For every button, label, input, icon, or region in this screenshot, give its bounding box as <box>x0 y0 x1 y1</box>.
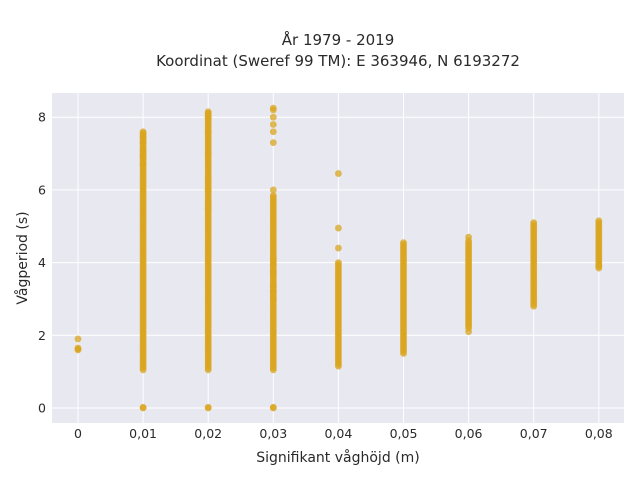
data-point <box>139 139 147 147</box>
y-tick-label: 2 <box>38 328 46 343</box>
data-point <box>204 201 212 208</box>
data-point <box>139 161 147 168</box>
chart-title-line2: Koordinat (Sweref 99 TM): E 363946, N 61… <box>156 52 520 70</box>
data-point <box>139 403 147 411</box>
data-point <box>595 217 603 225</box>
data-point <box>204 110 212 117</box>
data-point <box>204 403 212 411</box>
data-point <box>400 239 407 247</box>
x-tick-label: 0,04 <box>324 426 352 441</box>
data-point <box>269 121 277 128</box>
data-point <box>204 128 212 136</box>
data-point <box>139 146 147 154</box>
data-point <box>530 219 538 227</box>
data-point <box>269 186 277 194</box>
x-tick-label: 0,06 <box>455 426 483 441</box>
x-tick-labels: 0 0,01 0,02 0,03 0,04 0,05 0,06 0,07 0,08 <box>74 426 613 441</box>
data-point <box>465 237 472 245</box>
data-points <box>74 104 603 412</box>
data-point <box>74 335 82 343</box>
y-tick-label: 6 <box>38 182 46 197</box>
y-tick-label: 8 <box>38 110 46 125</box>
x-tick-label: 0,07 <box>520 426 548 441</box>
x-tick-label: 0,05 <box>390 426 418 441</box>
data-point <box>335 259 342 266</box>
data-point <box>204 186 212 194</box>
data-point <box>269 403 277 411</box>
data-point <box>204 175 212 183</box>
y-tick-label: 4 <box>38 255 46 270</box>
y-tick-labels: 0 2 4 6 8 <box>38 110 46 416</box>
data-point <box>204 150 212 157</box>
x-tick-label: 0,01 <box>129 426 157 441</box>
x-tick-label: 0 <box>74 426 82 441</box>
x-tick-label: 0,08 <box>585 426 613 441</box>
data-point <box>74 344 82 352</box>
data-point <box>139 130 147 137</box>
data-point <box>335 170 342 177</box>
chart-title-line1: År 1979 - 2019 <box>282 30 395 49</box>
data-point <box>269 113 277 121</box>
y-tick-label: 0 <box>38 401 46 416</box>
y-axis-title: Vågperiod (s) <box>14 211 31 304</box>
data-point <box>335 244 342 252</box>
x-axis-title: Signifikant våghöjd (m) <box>256 449 419 466</box>
data-point <box>269 104 277 112</box>
data-point <box>269 191 277 199</box>
data-point <box>335 224 342 232</box>
data-point <box>269 295 277 303</box>
x-tick-label: 0,02 <box>194 426 222 441</box>
x-tick-label: 0,03 <box>259 426 287 441</box>
data-point <box>269 128 277 136</box>
data-point <box>269 139 277 147</box>
